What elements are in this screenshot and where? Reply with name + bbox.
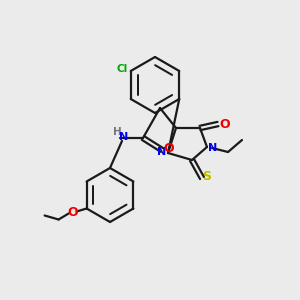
Text: H: H (112, 127, 122, 137)
Text: O: O (164, 142, 174, 154)
Text: N: N (119, 132, 129, 142)
Text: O: O (67, 206, 78, 219)
Text: N: N (158, 147, 166, 157)
Text: O: O (220, 118, 230, 130)
Text: S: S (202, 169, 211, 182)
Text: N: N (208, 143, 217, 153)
Text: Cl: Cl (116, 64, 128, 74)
